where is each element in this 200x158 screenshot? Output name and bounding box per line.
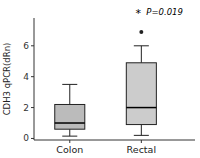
whisker-low	[69, 129, 70, 136]
cap-low	[62, 136, 77, 137]
y-tick	[31, 138, 34, 139]
whisker-high	[69, 84, 70, 104]
median	[55, 122, 85, 124]
y-tick-label: 2	[23, 103, 29, 113]
whisker-high	[141, 46, 142, 63]
y-tick	[31, 107, 34, 108]
whisker-low	[141, 125, 142, 136]
y-tick-label: 0	[23, 133, 29, 143]
annotation-pvalue: P=0.019	[146, 7, 183, 17]
x-tick-label: Colon	[56, 144, 83, 155]
y-axis-label: CDH3 qPCR(dRn)	[2, 43, 12, 116]
y-tick	[31, 45, 34, 46]
cap-high	[134, 45, 149, 46]
box	[126, 63, 156, 125]
plot-marks	[55, 30, 157, 136]
y-tick-label: 4	[23, 72, 29, 82]
flier	[139, 30, 143, 34]
x-tick	[69, 140, 70, 143]
annotation-star: *	[136, 7, 142, 20]
cap-low	[134, 135, 149, 136]
y-tick-label: 6	[23, 41, 29, 51]
box	[55, 104, 85, 129]
y-axis-line	[34, 18, 35, 140]
median	[126, 107, 156, 109]
chart: 0 2 4 6 CDH3 qPCR(dRn) Colon Rectal * P=0.019	[0, 0, 200, 158]
x-tick-label: Rectal	[127, 144, 156, 155]
y-tick	[31, 76, 34, 77]
x-tick	[141, 140, 142, 143]
cap-high	[62, 84, 77, 85]
x-axis-line	[34, 140, 195, 141]
